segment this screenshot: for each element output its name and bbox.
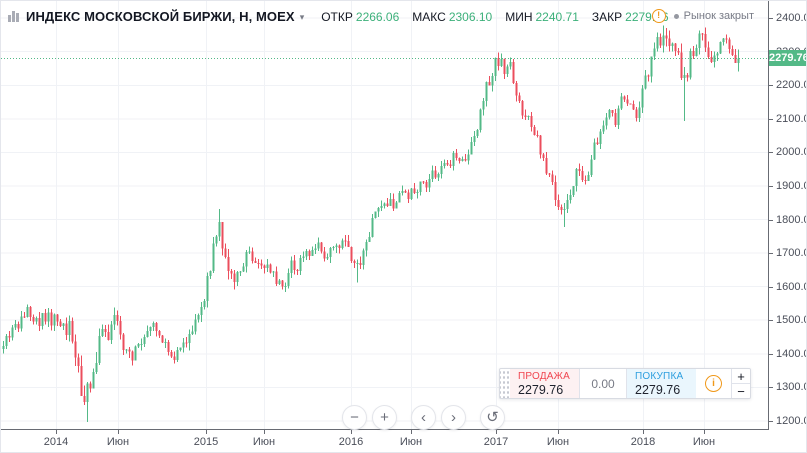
time-axis[interactable]: 2014 Июн 2015 Июн 2016 Июн 2017 Июн 2018 Июн — [1, 429, 769, 452]
last-price-badge: 2279.76 — [769, 50, 807, 67]
sell-button[interactable]: ПРОДАЖА 2279.76 — [510, 369, 579, 398]
chevron-down-icon[interactable]: ▾ — [299, 12, 305, 22]
chart-series-icon — [8, 11, 20, 22]
chart-pane[interactable]: ИНДЕКС МОСКОВСКОЙ БИРЖИ, Н, MOEX ▾ ОТКР 2… — [1, 1, 768, 430]
pan-left-button[interactable]: ‹ — [411, 405, 436, 430]
time-axis-tick — [558, 430, 559, 434]
market-status-text: Рынок закрыт — [683, 10, 754, 22]
time-axis-tick — [643, 430, 644, 434]
pan-right-button[interactable]: › — [441, 405, 466, 430]
price-axis-label: 2100.00 — [769, 112, 806, 126]
ohlc-legend: ОТКР 2266.06 МАКС 2306.10 МИН 2240.71 ЗАКР 2… — [321, 10, 681, 24]
buy-label: ПОКУПКА — [635, 370, 684, 382]
quantity-stepper: + − — [731, 369, 750, 398]
price-axis-label: 2400.00 — [769, 11, 806, 25]
time-axis-label: Июн — [106, 436, 130, 448]
zoom-in-button[interactable]: + — [372, 405, 397, 430]
ohlc-low: МИН 2240.71 — [505, 9, 579, 24]
ohlc-high: МАКС 2306.10 — [412, 9, 493, 24]
buy-price: 2279.76 — [635, 382, 681, 397]
spread-value: 0.00 — [579, 369, 627, 398]
price-axis-label: 1600.00 — [769, 280, 806, 294]
time-axis-label: 2018 — [630, 436, 656, 448]
candles-layer — [2, 25, 740, 422]
time-axis-tick — [206, 430, 207, 434]
ohlc-open: ОТКР 2266.06 — [321, 9, 400, 24]
market-status: ! Рынок закрыт — [651, 9, 754, 23]
price-axis-label: 1200.00 — [769, 414, 806, 428]
time-axis-tick — [264, 430, 265, 434]
time-axis-label: Июн — [252, 436, 276, 448]
time-axis-tick — [411, 430, 412, 434]
chart-legend: ИНДЕКС МОСКОВСКОЙ БИРЖИ, Н, MOEX ▾ ОТКР 2… — [8, 9, 682, 24]
time-axis-tick — [56, 430, 57, 434]
symbol-title[interactable]: ИНДЕКС МОСКОВСКОЙ БИРЖИ, Н, MOEX — [26, 9, 295, 24]
info-icon[interactable]: i — [705, 375, 722, 392]
chart-nav-toolbar: − + ‹ › ↺ — [342, 405, 510, 430]
reset-chart-button[interactable]: ↺ — [480, 405, 505, 430]
time-axis-label: Июн — [692, 436, 716, 448]
price-axis-label: 2000.00 — [769, 145, 806, 159]
price-axis[interactable]: 2279.76 1200.00 1300.00 1400.00 1500.00 1600… — [768, 1, 807, 429]
warning-icon[interactable]: ! — [651, 9, 666, 23]
time-axis-label: Июн — [546, 436, 570, 448]
price-axis-label: 1900.00 — [769, 179, 806, 193]
price-axis-label: 1700.00 — [769, 246, 806, 260]
time-axis-label: 2014 — [43, 436, 69, 448]
time-axis-label: 2017 — [483, 436, 509, 448]
time-axis-tick — [704, 430, 705, 434]
price-axis-label: 2200.00 — [769, 78, 806, 92]
candlestick-chart[interactable] — [1, 1, 768, 429]
price-axis-label: 1400.00 — [769, 347, 806, 361]
time-axis-label: Июн — [399, 436, 423, 448]
sell-price: 2279.76 — [518, 382, 564, 397]
trade-panel: ПРОДАЖА 2279.76 0.00 ПОКУПКА 2279.76 i +… — [499, 368, 751, 399]
sell-label: ПРОДАЖА — [518, 370, 570, 382]
price-axis-label: 1500.00 — [769, 313, 806, 327]
info-cell: i — [696, 369, 731, 398]
price-axis-label: 1300.00 — [769, 380, 806, 394]
increase-button[interactable]: + — [732, 369, 750, 384]
time-axis-tick — [118, 430, 119, 434]
status-dot-icon — [673, 13, 679, 19]
time-axis-tick — [351, 430, 352, 434]
buy-button[interactable]: ПОКУПКА 2279.76 — [627, 369, 696, 398]
zoom-out-button[interactable]: − — [342, 405, 367, 430]
grid-layer — [1, 1, 768, 429]
drag-handle[interactable] — [500, 369, 510, 398]
time-axis-label: 2015 — [193, 436, 219, 448]
time-axis-label: 2016 — [338, 436, 364, 448]
time-axis-tick — [496, 430, 497, 434]
decrease-button[interactable]: − — [732, 384, 750, 398]
price-axis-label: 1800.00 — [769, 213, 806, 227]
